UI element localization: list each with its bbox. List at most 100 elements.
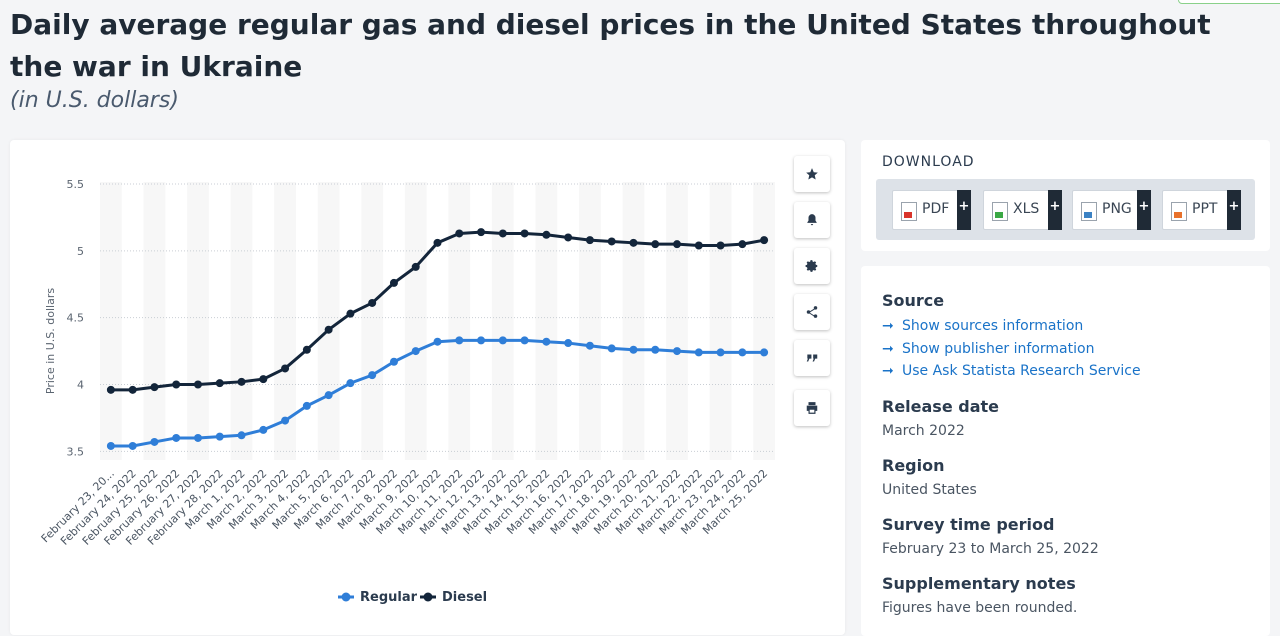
download-xls-label: XLS [1013,201,1040,217]
release-date-value: March 2022 [882,423,965,439]
arrow-right-icon: ➞ [882,318,894,334]
data-point-regular [716,348,725,357]
plus-icon: + [1048,190,1062,230]
legend-marker [341,592,351,602]
data-point-diesel [607,237,616,246]
data-point-regular [564,339,573,348]
column-band [448,182,471,460]
data-point-regular [411,347,420,356]
column-band [361,182,384,460]
gear-icon [805,260,818,272]
data-point-diesel [411,262,420,271]
data-point-regular [498,336,507,345]
data-point-diesel [193,380,202,389]
download-options: PDF + XLS + PNG + PPT + [876,179,1255,240]
data-point-diesel [629,238,638,247]
research-service-link[interactable]: ➞ Use Ask Statista Research Service [882,363,1141,379]
column-band [753,182,775,460]
notes-heading: Supplementary notes [882,574,1076,593]
settings-button[interactable] [794,248,830,284]
print-icon [806,402,818,414]
data-point-regular [520,336,529,345]
show-publisher-label: Show publisher information [902,341,1095,357]
data-point-regular [259,425,268,434]
legend-marker [423,592,433,602]
data-point-diesel [324,325,333,334]
page-subtitle: (in U.S. dollars) [10,88,179,113]
y-tick-label: 5 [77,245,84,258]
data-point-regular [368,371,377,380]
y-tick-label: 5.5 [67,178,85,191]
download-ppt-button[interactable]: PPT + [1162,190,1241,230]
plus-icon: + [1227,190,1241,230]
data-point-diesel [542,230,551,239]
data-point-diesel [281,364,290,373]
data-point-diesel [302,345,311,354]
info-panel: Source ➞ Show sources information ➞ Show p… [861,266,1270,636]
data-point-diesel [564,233,573,242]
data-point-diesel [215,379,224,388]
data-point-regular [607,344,616,353]
print-button[interactable] [794,390,830,426]
column-band [404,182,427,460]
column-band [230,182,253,460]
survey-period-heading: Survey time period [882,515,1055,534]
citation-button[interactable] [794,340,830,376]
download-pdf-label: PDF [922,201,950,217]
data-point-diesel [477,228,486,237]
data-point-regular [281,416,290,425]
data-point-regular [106,441,115,450]
column-band [622,182,645,460]
data-point-diesel [760,236,769,245]
notification-button[interactable] [794,202,830,238]
data-point-diesel [128,385,137,394]
data-point-diesel [172,380,181,389]
data-point-diesel [106,385,115,394]
ppt-file-icon [1171,202,1187,221]
data-point-regular [150,437,159,446]
download-png-label: PNG [1102,201,1132,217]
research-service-label: Use Ask Statista Research Service [902,363,1141,379]
data-point-regular [193,433,202,442]
region-heading: Region [882,456,945,475]
plus-icon: + [957,190,971,230]
data-point-diesel [694,241,703,250]
show-sources-label: Show sources information [902,318,1084,334]
data-point-diesel [259,375,268,384]
download-png-button[interactable]: PNG + [1072,190,1151,230]
data-point-regular [346,379,355,388]
legend-label: Regular [360,590,418,605]
top-action-button[interactable] [1178,0,1280,4]
data-point-regular [128,441,137,450]
star-icon [806,168,818,180]
y-tick-label: 4.5 [67,312,85,325]
show-publisher-link[interactable]: ➞ Show publisher information [882,341,1094,357]
survey-period-value: February 23 to March 25, 2022 [882,541,1099,557]
data-point-diesel [651,240,660,249]
download-heading: DOWNLOAD [882,154,975,170]
pdf-file-icon [901,202,917,221]
download-pdf-button[interactable]: PDF + [892,190,971,230]
show-sources-link[interactable]: ➞ Show sources information [882,318,1083,334]
share-button[interactable] [794,294,830,330]
png-file-icon [1081,202,1097,221]
column-band [187,182,209,460]
chart-card: 3.5 4 4.5 5 5.5 Price in U.S. dollars February… [10,140,845,635]
source-heading: Source [882,291,945,310]
data-point-regular [477,336,486,345]
data-point-regular [651,345,660,354]
region-value: United States [882,482,977,498]
data-point-regular [738,348,747,357]
data-point-diesel [520,229,529,238]
data-point-regular [302,401,311,410]
column-band [491,182,514,460]
data-point-diesel [389,278,398,287]
favorite-button[interactable] [794,156,830,192]
data-point-diesel [673,240,682,249]
data-point-regular [694,348,703,357]
y-axis-label: Price in U.S. dollars [44,288,57,394]
download-ppt-label: PPT [1192,201,1218,217]
quote-icon [806,354,818,362]
data-point-diesel [433,238,442,247]
download-xls-button[interactable]: XLS + [983,190,1062,230]
